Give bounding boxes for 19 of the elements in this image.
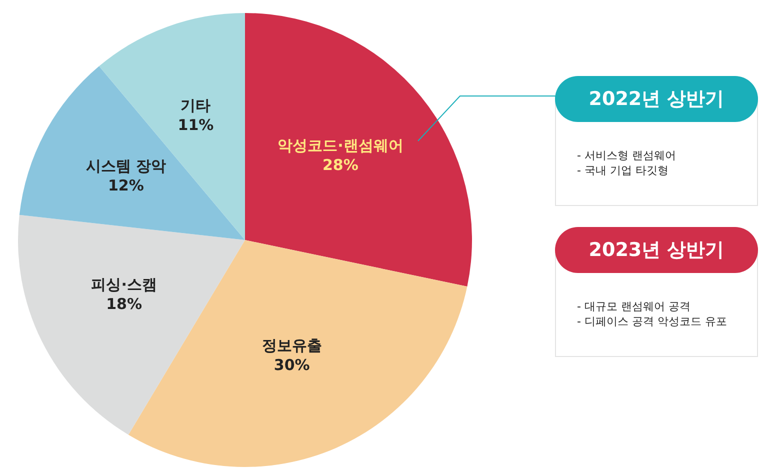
pie-slice — [245, 13, 472, 286]
data-label: 30% — [274, 356, 310, 374]
slice-label: 정보유출 — [262, 336, 322, 355]
slice-label: 시스템 장악 — [86, 156, 166, 175]
text: - 디페이스 공격 악성코드 유포 — [577, 314, 728, 329]
data-label: 11% — [178, 116, 214, 134]
text: - 서비스형 랜섬웨어 — [577, 148, 677, 163]
text: - 대규모 랜섬웨어 공격 — [577, 299, 692, 314]
data-label: 28% — [322, 156, 358, 174]
text: 2023년 상반기 — [555, 227, 758, 273]
data-label: 18% — [106, 294, 142, 313]
text: 2022년 상반기 — [555, 76, 758, 122]
slice-label: 기타 — [180, 96, 211, 114]
pie-slice — [19, 66, 245, 240]
slice-label: 악성코드·랜섬웨어 — [278, 136, 404, 154]
text: - 국내 기업 타깃형 — [577, 163, 670, 178]
pie-slice — [18, 214, 245, 435]
data-label: 12% — [108, 176, 144, 194]
slice-label: 피싱·스캠 — [91, 275, 157, 294]
